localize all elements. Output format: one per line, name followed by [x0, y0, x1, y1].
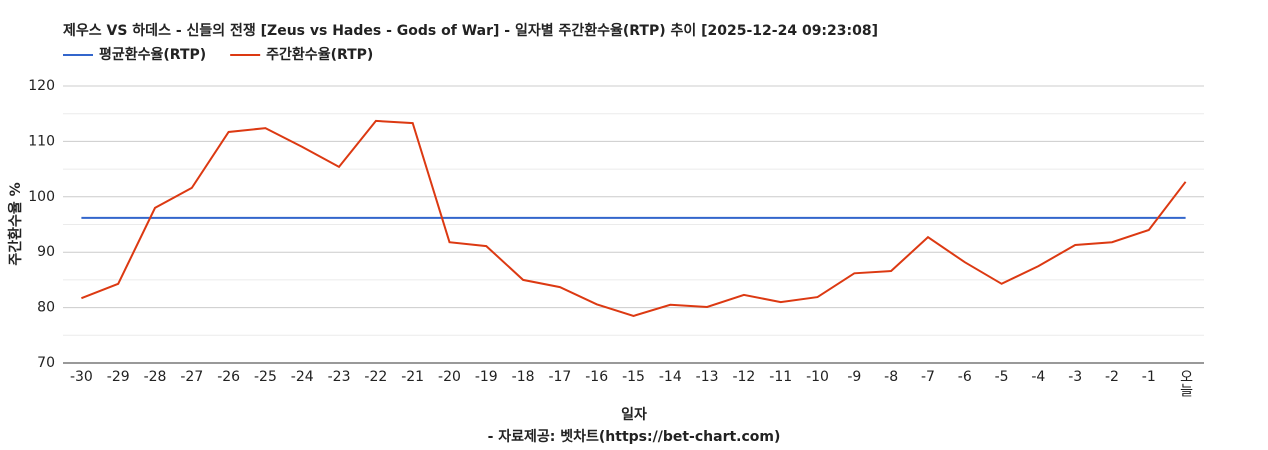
- x-tick-label: -21: [401, 369, 424, 385]
- source-note: - 자료제공: 벳차트(https://bet-chart.com): [488, 428, 781, 445]
- x-tick-label: 오늘: [1178, 369, 1194, 397]
- x-tick-label: -3: [1068, 369, 1082, 385]
- y-tick-label: 70: [37, 355, 55, 371]
- x-tick-label: -24: [291, 369, 314, 385]
- y-tick-label: 100: [28, 189, 55, 205]
- x-tick-label: -25: [254, 369, 277, 385]
- x-tick-label: -10: [806, 369, 829, 385]
- y-tick-label: 110: [28, 133, 55, 149]
- x-tick-label: -1: [1142, 369, 1156, 385]
- x-tick-label: -5: [995, 369, 1009, 385]
- x-tick-label: -4: [1031, 369, 1045, 385]
- series-line: [81, 119, 1187, 317]
- x-tick-label: -19: [475, 369, 498, 385]
- x-tick-label: -23: [328, 369, 351, 385]
- x-tick-label: -15: [622, 369, 645, 385]
- x-tick-label: -6: [958, 369, 972, 385]
- x-tick-label: -27: [180, 369, 203, 385]
- y-axis-label: 주간환수율 %: [7, 182, 24, 265]
- x-tick-label: -2: [1105, 369, 1119, 385]
- x-tick-label: -11: [769, 369, 792, 385]
- x-axis-label: 일자: [621, 407, 647, 423]
- x-tick-label: -26: [217, 369, 240, 385]
- x-tick-label: -22: [364, 369, 387, 385]
- x-tick-label: -28: [144, 369, 167, 385]
- x-tick-label: -30: [70, 369, 93, 385]
- x-tick-label: -8: [884, 369, 898, 385]
- legend-label: 평균환수율(RTP): [99, 46, 206, 63]
- legend-label: 주간환수율(RTP): [266, 46, 373, 63]
- x-tick-label: -7: [921, 369, 935, 385]
- y-tick-label: 120: [28, 78, 55, 94]
- x-tick-label: -9: [847, 369, 861, 385]
- x-tick-label: -18: [512, 369, 535, 385]
- x-tick-label: -29: [107, 369, 130, 385]
- x-tick-label: -17: [548, 369, 571, 385]
- x-tick-label: -16: [585, 369, 608, 385]
- x-tick-label: -12: [732, 369, 755, 385]
- y-tick-label: 80: [37, 300, 55, 316]
- x-tick-label: -20: [438, 369, 461, 385]
- chart-title: 제우스 VS 하데스 - 신들의 전쟁 [Zeus vs Hades - God…: [63, 22, 878, 39]
- x-tick-label: -14: [659, 369, 682, 385]
- y-tick-label: 90: [37, 244, 55, 260]
- x-tick-label: -13: [696, 369, 719, 385]
